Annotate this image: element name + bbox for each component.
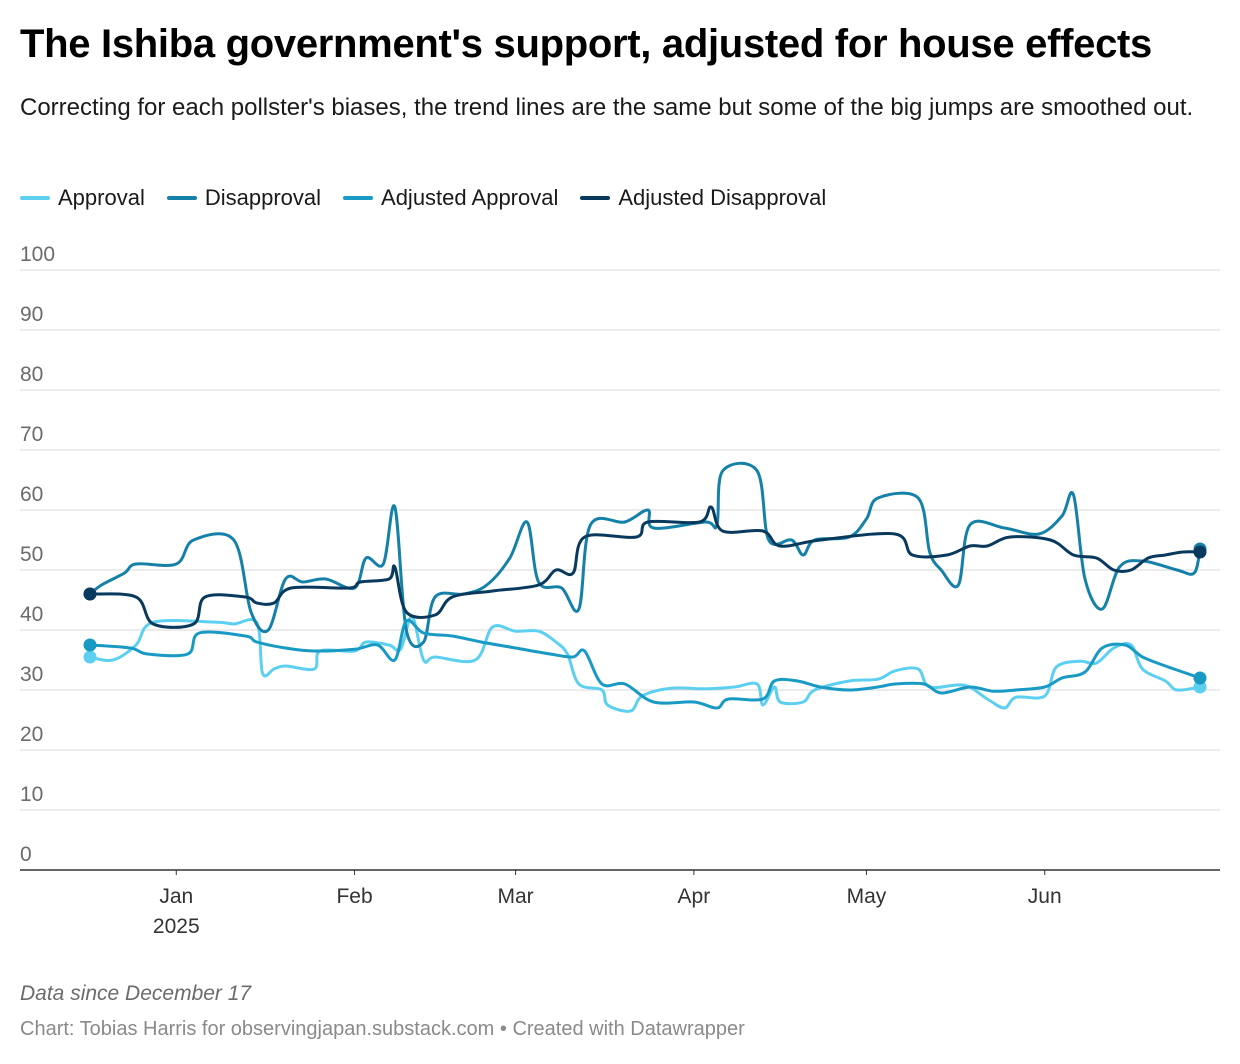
legend-item-approval[interactable]: Approval <box>20 185 145 211</box>
y-tick-label-60: 60 <box>20 483 43 506</box>
series-endpoints <box>83 542 1207 694</box>
footer-credit: Created with Datawrapper <box>512 1018 745 1040</box>
footer-source: Chart: Tobias Harris for observingjapan.… <box>20 1018 495 1040</box>
y-tick-label-80: 80 <box>20 363 43 386</box>
chart-title: The Ishiba government's support, adjuste… <box>20 22 1152 66</box>
legend-swatch-disapproval <box>166 196 197 200</box>
series-group <box>88 461 1202 713</box>
series-line-adjusted-disapproval <box>88 505 1202 629</box>
x-tick-label-jun: Jun <box>1028 885 1062 908</box>
series-end-dot-approval <box>1193 680 1207 694</box>
chart-footer: Chart: Tobias Harris for observingjapan.… <box>20 1018 745 1041</box>
chart-subtitle: Correcting for each pollster's biases, t… <box>20 94 1194 121</box>
x-axis-ticks: Jan 2025 Feb Mar Apr May Jun <box>153 870 1062 938</box>
series-line-approval <box>88 615 1202 713</box>
series-end-dot-adjusted-approval <box>1193 671 1207 685</box>
x-tick-label-may: May <box>847 885 887 908</box>
y-tick-label-30: 30 <box>20 663 43 686</box>
legend-item-disapproval[interactable]: Disapproval <box>166 185 322 211</box>
y-gridlines: 0 10 20 30 40 50 60 70 80 90 100 <box>20 243 1220 866</box>
legend-label-approval: Approval <box>58 185 145 210</box>
y-tick-label-10: 10 <box>20 783 43 806</box>
series-start-dot-adjusted-disapproval <box>83 587 97 601</box>
x-tick-label-feb: Feb <box>336 885 372 908</box>
series-line-disapproval <box>88 461 1202 649</box>
series-line-adjusted-approval <box>88 618 1202 710</box>
footer-separator: • <box>499 1018 507 1040</box>
y-tick-label-90: 90 <box>20 303 43 326</box>
legend-swatch-approval <box>20 196 50 200</box>
y-tick-label-50: 50 <box>20 543 43 566</box>
chart-notes: Data since December 17 <box>20 982 252 1005</box>
y-tick-label-0: 0 <box>20 843 32 866</box>
x-tick-sublabel-2025: 2025 <box>153 915 200 938</box>
y-tick-label-20: 20 <box>20 723 43 746</box>
x-tick-label-mar: Mar <box>498 885 534 908</box>
legend-label-disapproval: Disapproval <box>204 185 322 210</box>
y-tick-label-70: 70 <box>20 423 43 446</box>
y-tick-label-40: 40 <box>20 603 43 626</box>
legend-label-adjusted-approval: Adjusted Approval <box>381 185 559 210</box>
x-tick-label-apr: Apr <box>678 885 711 908</box>
x-tick-label-jan: Jan <box>159 885 193 908</box>
legend: Approval Disapproval Adjusted Approval A… <box>20 184 848 212</box>
y-tick-label-100: 100 <box>20 243 55 266</box>
series-end-dot-adjusted-disapproval <box>1193 545 1207 559</box>
legend-item-adjusted-disapproval[interactable]: Adjusted Disapproval <box>580 185 826 211</box>
series-start-dot-approval <box>83 650 97 664</box>
legend-swatch-adjusted-approval <box>343 196 374 200</box>
legend-item-adjusted-approval[interactable]: Adjusted Approval <box>343 185 558 211</box>
series-start-dot-adjusted-approval <box>83 638 97 652</box>
legend-label-adjusted-disapproval: Adjusted Disapproval <box>618 185 827 210</box>
legend-swatch-adjusted-disapproval <box>580 196 611 200</box>
